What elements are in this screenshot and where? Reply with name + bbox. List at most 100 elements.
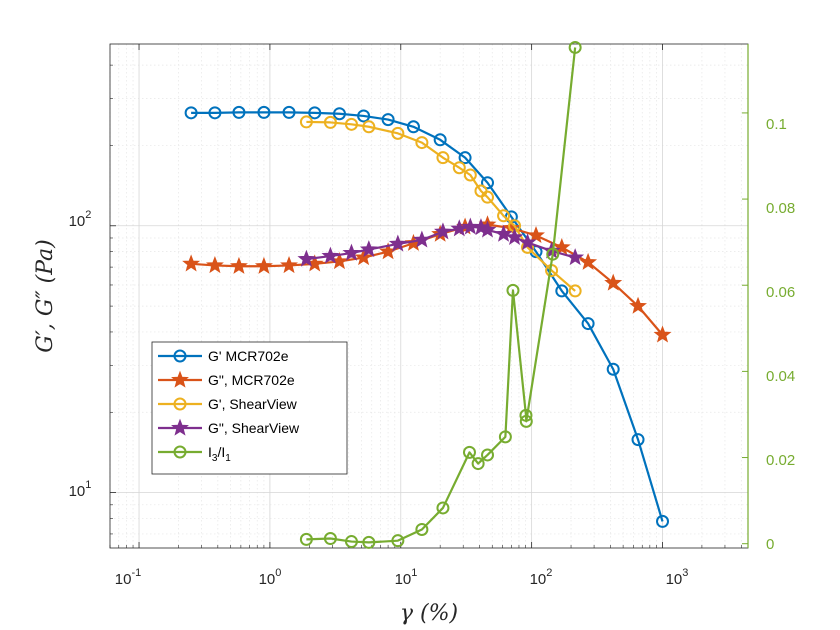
data-point-i3-i1 — [323, 532, 337, 546]
data-point-g-double-prime-shearview — [412, 230, 431, 248]
x-axis-title: γ (%) — [400, 601, 458, 626]
data-point-i3-i1 — [506, 283, 520, 297]
data-point-g-double-prime-mcr — [280, 256, 298, 274]
data-point-i3-i1 — [362, 535, 376, 549]
data-point-g-prime-mcr — [282, 105, 296, 119]
data-point-g-double-prime-mcr — [653, 325, 672, 343]
data-point-g-double-prime-mcr — [182, 254, 201, 272]
legend-marker-g-prime-shearview — [173, 397, 187, 411]
data-point-g-double-prime-mcr — [527, 226, 545, 244]
legend-markers — [158, 349, 202, 459]
data-point-g-prime-shearview — [463, 168, 477, 182]
legend-label-i3-i1: I3/I1 — [208, 444, 231, 464]
series-line-g-prime-mcr — [191, 111, 664, 522]
data-point-g-prime-mcr — [184, 106, 198, 120]
legend-marker-i3-i1 — [173, 445, 187, 459]
data-point-g-double-prime-mcr — [552, 237, 571, 255]
data-point-i3-i1 — [481, 448, 495, 462]
data-point-g-double-prime-shearview — [321, 246, 340, 264]
data-point-i3-i1 — [519, 414, 533, 428]
series-line-g-prime-shearview — [306, 120, 576, 292]
y-right-tick-label-4: 0.06 — [766, 284, 795, 301]
data-point-g-double-prime-shearview — [505, 227, 524, 245]
data-point-g-double-prime-mcr — [205, 256, 224, 274]
data-point-g-prime-shearview — [568, 284, 582, 298]
y-right-tick-label-2: 0.02 — [766, 452, 795, 469]
y-left-tick-label-2: 102 — [69, 209, 92, 230]
legend-label-g-double-prime-shearview: G", ShearView — [208, 420, 300, 436]
data-point-g-prime-shearview — [362, 120, 376, 134]
data-point-g-prime-shearview — [391, 126, 405, 140]
data-point-g-prime-shearview — [344, 117, 358, 131]
data-point-g-prime-shearview — [436, 151, 450, 165]
data-point-g-double-prime-shearview — [494, 224, 513, 242]
data-point-g-double-prime-shearview — [566, 248, 585, 266]
y-right-tick-label-1: 0 — [766, 536, 774, 553]
data-point-i3-i1 — [498, 430, 512, 444]
data-point-g-prime-mcr — [458, 151, 472, 165]
legend-label-g-double-prime-mcr: G", MCR702e — [208, 372, 295, 388]
legend-marker-g-double-prime-mcr — [171, 370, 189, 388]
data-point-g-prime-mcr — [606, 362, 620, 376]
data-point-g-prime-mcr — [308, 106, 322, 120]
data-point-g-double-prime-shearview — [342, 243, 361, 261]
data-point-g-prime-mcr — [433, 133, 447, 147]
x-tick-label-3: 101 — [395, 567, 418, 588]
data-point-g-prime-mcr — [208, 106, 222, 120]
data-point-g-prime-mcr — [555, 284, 569, 298]
y-right-tick-label-6: 0.1 — [766, 116, 787, 133]
data-point-g-prime-mcr — [631, 433, 645, 447]
legend-label-g-prime-shearview: G', ShearView — [208, 396, 298, 412]
data-point-g-prime-shearview — [323, 115, 337, 129]
data-point-i3-i1 — [299, 532, 313, 546]
series-i3-i1 — [299, 40, 582, 549]
data-point-g-prime-mcr — [481, 176, 495, 190]
data-point-g-prime-mcr — [581, 317, 595, 331]
data-point-g-double-prime-mcr — [254, 256, 273, 274]
data-point-g-prime-mcr — [357, 109, 371, 123]
data-point-i3-i1 — [415, 522, 429, 536]
x-tick-label-2: 100 — [259, 567, 282, 588]
series-line-i3-i1 — [306, 47, 577, 544]
data-point-g-double-prime-shearview — [297, 249, 316, 267]
data-point-g-double-prime-mcr — [629, 296, 647, 314]
data-point-g-prime-mcr — [257, 105, 271, 119]
y-right-tick-label-3: 0.04 — [766, 368, 795, 385]
data-point-g-prime-shearview — [497, 209, 511, 223]
data-point-g-double-prime-shearview — [478, 220, 497, 238]
data-point-g-prime-shearview — [452, 161, 466, 175]
legend-marker-g-prime-mcr — [173, 349, 187, 363]
data-point-g-prime-mcr — [232, 105, 246, 119]
data-point-i3-i1 — [568, 40, 582, 54]
legend-marker-g-double-prime-shearview — [171, 418, 189, 436]
data-point-g-double-prime-mcr — [229, 256, 248, 274]
data-point-g-double-prime-shearview — [359, 240, 378, 258]
data-point-g-double-prime-shearview — [388, 234, 407, 252]
data-point-i3-i1 — [519, 408, 533, 422]
data-point-g-prime-mcr — [406, 120, 420, 134]
x-tick-label-4: 102 — [530, 567, 553, 588]
y-right-tick-label-5: 0.08 — [766, 200, 795, 217]
legend: G' MCR702e G", MCR702e G', ShearView G",… — [151, 341, 348, 475]
data-point-g-double-prime-shearview — [461, 217, 480, 235]
major-grid — [110, 44, 748, 548]
data-point-i3-i1 — [436, 501, 450, 515]
x-tick-label-5: 103 — [666, 567, 689, 588]
legend-label-g-prime-mcr: G' MCR702e — [208, 348, 289, 364]
axis-ticks — [109, 44, 749, 548]
series-g-double-prime-shearview — [297, 217, 585, 267]
data-point-i3-i1 — [471, 457, 485, 471]
data-point-g-prime-mcr — [381, 113, 395, 127]
data-point-g-double-prime-mcr — [579, 252, 598, 270]
data-point-g-double-prime-shearview — [433, 222, 452, 240]
data-point-i3-i1 — [344, 535, 358, 549]
y-left-tick-label-1: 101 — [69, 479, 92, 500]
data-point-g-double-prime-mcr — [604, 273, 623, 291]
data-point-g-double-prime-shearview — [542, 241, 561, 259]
data-point-i3-i1 — [546, 247, 560, 261]
data-point-g-prime-shearview — [481, 190, 495, 204]
y-axis-title: G′, G″ (Pa) — [33, 239, 58, 352]
series-layer — [182, 40, 672, 549]
data-point-i3-i1 — [391, 534, 405, 548]
